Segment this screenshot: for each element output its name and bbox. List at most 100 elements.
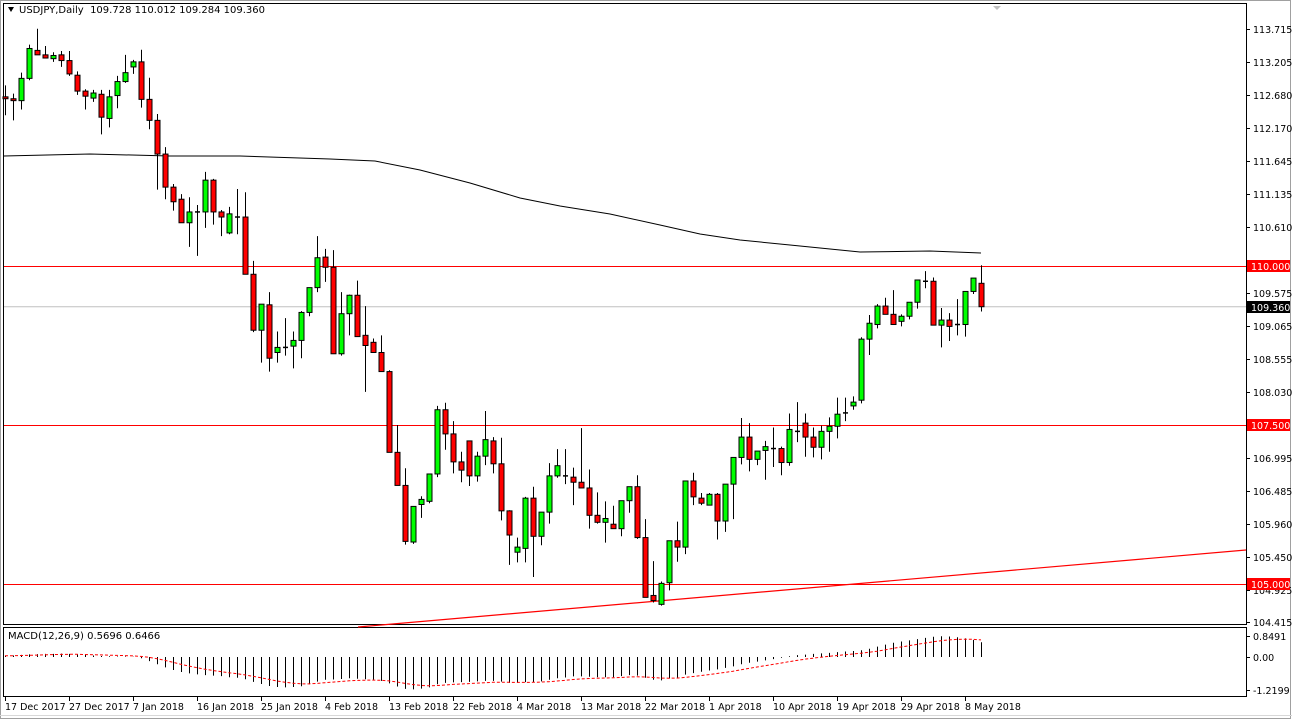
candle: [218, 211, 225, 218]
candle: [418, 498, 425, 505]
time-axis-label: 22 Feb 2018: [453, 702, 512, 713]
candle: [482, 439, 489, 457]
current-price-tag: [1247, 301, 1290, 313]
candle: [370, 341, 377, 353]
candle: [426, 473, 433, 502]
macd-plot-border: [3, 627, 1247, 697]
candle: [74, 74, 81, 92]
candle: [626, 486, 633, 502]
candle: [210, 179, 217, 213]
candle: [722, 483, 729, 522]
time-axis-label: 25 Jan 2018: [261, 702, 318, 713]
candle: [866, 322, 873, 340]
price-axis-label: 104.415: [1253, 618, 1292, 629]
candle: [554, 465, 561, 477]
time-axis-label: 29 Apr 2018: [901, 702, 960, 713]
candlesticks: [2, 28, 985, 606]
candle: [762, 446, 769, 451]
candle: [178, 198, 185, 224]
price-axis-label: 113.715: [1253, 25, 1292, 36]
candle: [466, 440, 473, 477]
level-price-tag: [1247, 419, 1290, 431]
candle: [306, 287, 313, 313]
macd-signal-line: [5, 638, 982, 687]
level-price-tag-label: 110.000: [1251, 262, 1290, 273]
candle: [618, 500, 625, 530]
candle: [314, 257, 321, 289]
time-axis-label: 16 Jan 2018: [197, 702, 254, 713]
price-axis-label: 112.170: [1253, 124, 1292, 135]
candle: [66, 60, 73, 75]
candle: [522, 497, 529, 549]
candle: [506, 510, 513, 536]
price-axis-label: 113.205: [1253, 58, 1292, 69]
dropdown-arrow-icon[interactable]: [8, 6, 14, 12]
candle: [138, 61, 145, 100]
candle: [122, 72, 129, 83]
candle: [410, 505, 417, 543]
candle: [154, 119, 161, 155]
price-axis-label: 106.995: [1253, 454, 1292, 465]
candle: [90, 92, 97, 99]
candle: [738, 436, 745, 458]
time-axis-label: 10 Apr 2018: [773, 702, 832, 713]
symbol-ohlc: USDJPY,Daily 109.728 110.012 109.284 109…: [19, 5, 266, 16]
candle: [378, 351, 385, 373]
candle: [570, 476, 577, 483]
candle: [650, 594, 657, 602]
candle: [130, 61, 137, 68]
candle: [202, 179, 209, 213]
candle: [2, 96, 9, 100]
price-axis-label: 111.645: [1253, 157, 1292, 168]
time-axis-label: 7 Jan 2018: [133, 702, 184, 713]
candle: [474, 455, 481, 477]
candle: [850, 401, 857, 407]
candle: [802, 422, 809, 438]
candle: [354, 294, 361, 338]
candle: [322, 256, 329, 268]
macd-label: MACD(12,26,9) 0.5696 0.6466: [8, 631, 161, 642]
candle: [442, 409, 449, 435]
trendline[interactable]: [357, 549, 1247, 628]
candle: [186, 211, 193, 224]
candle: [714, 493, 721, 522]
candle: [346, 294, 353, 315]
candle: [754, 450, 761, 460]
candle: [778, 448, 785, 464]
time-axis-label: 13 Mar 2018: [581, 702, 641, 713]
price-axis-label: 106.485: [1253, 487, 1292, 498]
candle: [530, 497, 537, 537]
price-axis-label: 109.575: [1253, 289, 1292, 300]
price-axis-label: 110.610: [1253, 223, 1292, 234]
candle: [666, 540, 673, 584]
chart-shift-marker-icon[interactable]: [993, 6, 1001, 10]
candle: [162, 153, 169, 188]
candle: [890, 313, 897, 326]
candle: [818, 430, 825, 448]
price-axis-label: 109.065: [1253, 322, 1292, 333]
candle: [730, 456, 737, 485]
macd-axis-label: 0.00: [1253, 653, 1274, 664]
candle: [786, 428, 793, 464]
candle: [386, 371, 393, 453]
candle: [26, 47, 33, 79]
candle: [34, 49, 41, 56]
candle: [498, 463, 505, 512]
price-axis-label: 108.555: [1253, 355, 1292, 366]
candle: [610, 523, 617, 530]
candle: [858, 338, 865, 401]
level-price-tag-label: 107.500: [1251, 421, 1290, 432]
time-axis-label: 27 Dec 2017: [69, 702, 130, 713]
macd-histogram: [5, 636, 982, 690]
price-axis-label: 112.680: [1253, 91, 1292, 102]
candle: [682, 480, 689, 548]
candle: [458, 461, 465, 471]
candle: [930, 280, 937, 326]
candle: [946, 319, 953, 327]
candle: [338, 313, 345, 355]
candle: [402, 484, 409, 542]
candle: [602, 517, 609, 523]
time-axis-label: 1 Apr 2018: [709, 702, 762, 713]
candle: [978, 282, 985, 308]
